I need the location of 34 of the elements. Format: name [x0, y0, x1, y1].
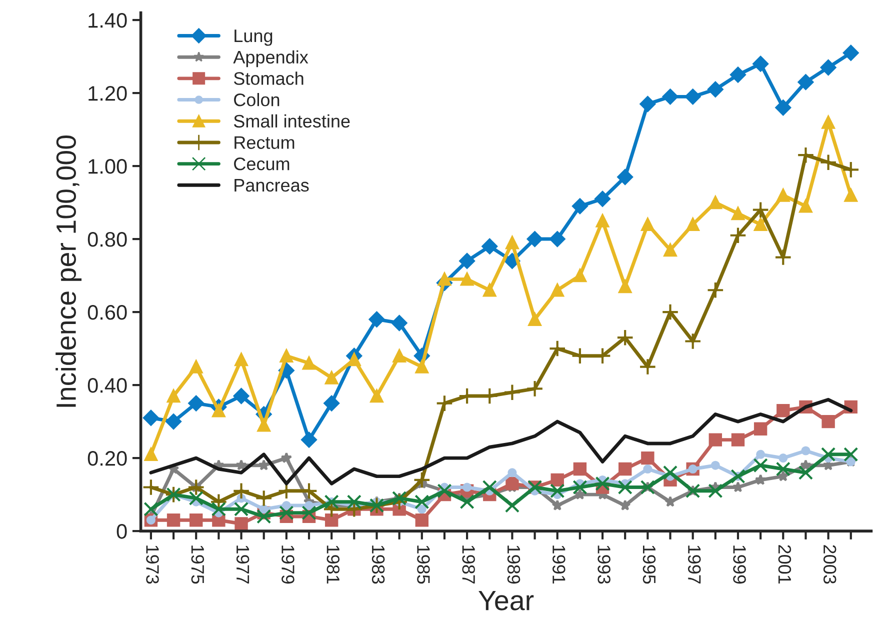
legend-label: Stomach	[234, 72, 304, 85]
legend-label: Cecum	[234, 158, 290, 170]
x-tick-label: 1977	[236, 546, 250, 584]
y-tick-label: 1.00	[88, 159, 127, 174]
legend-label: Colon	[234, 93, 280, 106]
x-tick-label: 1975	[191, 546, 204, 584]
y-tick-label: 0.40	[88, 378, 127, 393]
x-tick-label: 1989	[507, 546, 520, 584]
x-tick-label: 1983	[372, 546, 385, 584]
legend-label: Rectum	[234, 136, 294, 149]
y-tick-label: 0.20	[88, 451, 127, 466]
legend-label: Lung	[234, 30, 272, 46]
y-tick-label: 1.20	[88, 86, 127, 101]
x-axis-title: Year	[478, 590, 534, 610]
x-tick-label: 1973	[146, 546, 159, 584]
x-tick-label: 1981	[326, 546, 340, 584]
x-tick-label: 1979	[282, 546, 294, 584]
x-tick-label: 1999	[733, 546, 746, 584]
x-tick-label: 1987	[462, 546, 475, 584]
x-tick-label: 1995	[642, 546, 656, 584]
legend-label: Pancreas	[234, 179, 309, 192]
x-tick-label: 1997	[688, 546, 701, 584]
x-tick-label: 1985	[417, 546, 430, 584]
legend-label: Small intestine	[234, 114, 350, 128]
y-tick-label: 0	[116, 524, 127, 539]
y-tick-label: 0.60	[88, 305, 127, 320]
x-tick-label: 2003	[823, 545, 836, 584]
y-axis-title: Incidence per 100,000	[56, 136, 82, 407]
y-tick-label: 1.40	[88, 13, 127, 28]
legend-label: Appendix	[233, 50, 308, 68]
y-tick-label: 0.80	[88, 232, 127, 247]
x-tick-label: 2001	[778, 545, 792, 584]
x-tick-label: 1993	[598, 546, 610, 584]
x-tick-label: 1991	[552, 546, 566, 584]
